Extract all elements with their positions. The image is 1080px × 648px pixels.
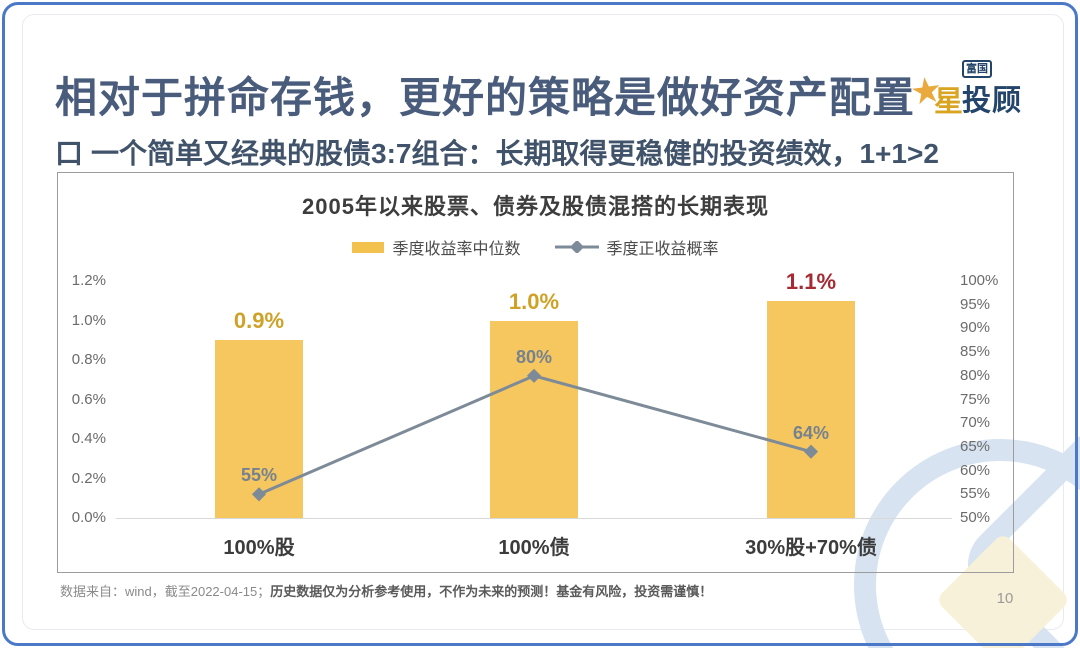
footer-source: 数据来自：wind，截至2022-04-15； [60, 584, 271, 599]
square-bullet-icon: 口 [55, 138, 84, 169]
company-logo: ★ 星 富国 投顾 [907, 60, 1024, 118]
logo-badge: 富国 [962, 60, 992, 78]
category-label-2: 30%股+70%债 [745, 537, 877, 559]
right-axis-tick: 70% [960, 414, 991, 432]
bar-value-label: 1.0% [508, 288, 560, 314]
legend-label: 季度正收益概率 [606, 241, 719, 258]
right-axis-tick: 95% [960, 295, 991, 313]
chart-title: 2005年以来股票、债券及股债混搭的长期表现 [302, 194, 769, 219]
right-axis-tick: 55% [960, 485, 991, 503]
line-point-label: 55% [240, 465, 278, 486]
legend-item-line-series: 季度正收益概率 [554, 235, 719, 259]
brand-watermark-logo [854, 417, 1080, 648]
category-label-0: 100%股 [223, 537, 295, 559]
left-axis-tick: 0.6% [71, 390, 106, 408]
right-axis-tick: 85% [960, 343, 991, 361]
right-axis-tick: 80% [960, 366, 991, 384]
left-axis-tick: 0.0% [71, 509, 106, 526]
left-axis-tick: 0.2% [71, 469, 106, 487]
chart-legend: 季度收益率中位数 季度正收益概率 [58, 235, 1013, 259]
category-label-1: 100%债 [498, 537, 570, 559]
line-series-marker-icon [554, 241, 599, 253]
line-point-label: 64% [792, 422, 830, 443]
left-axis-tick: 1.2% [71, 272, 106, 289]
bar-100%股 [215, 340, 303, 518]
combo-chart: 2005年以来股票、债券及股债混搭的长期表现 季度收益率中位数 季度正收益概率 … [57, 172, 1014, 573]
left-axis-tick: 0.4% [71, 430, 106, 447]
legend-item-bar-series: 季度收益率中位数 [352, 235, 521, 259]
footer-disclaimer: 数据来自：wind，截至2022-04-15；历史数据仅为分析参考使用，不作为未… [60, 581, 980, 600]
subtitle-text: 一个简单又经典的股债3:7组合：长期取得更稳健的投资绩效，1+1>2 [91, 138, 939, 169]
subtitle: 口一个简单又经典的股债3:7组合：长期取得更稳健的投资绩效，1+1>2 [55, 132, 939, 172]
right-axis-tick: 50% [960, 509, 991, 526]
logo-star-char: 星 [934, 86, 964, 118]
page-number: 10 [996, 590, 1014, 607]
x-axis-line [116, 518, 952, 519]
line-point-label: 80% [515, 346, 553, 367]
bar-30%股+70%债 [767, 300, 855, 518]
legend-label: 季度收益率中位数 [392, 241, 521, 258]
left-axis-tick: 0.8% [71, 351, 106, 368]
bar-value-label: 1.1% [785, 268, 837, 294]
content-card-border [22, 14, 1064, 630]
bar-series-swatch-icon [352, 241, 385, 253]
left-axis-tick: 1.0% [71, 311, 106, 329]
right-axis-tick: 65% [960, 437, 991, 455]
right-axis-tick: 60% [960, 461, 991, 479]
right-axis-tick: 100% [960, 272, 999, 289]
right-axis-tick: 90% [960, 319, 991, 337]
logo-brand-text: 投顾 [962, 85, 1023, 117]
right-axis-tick: 75% [960, 390, 991, 408]
page-title: 相对于拼命存钱，更好的策略是做好资产配置 [55, 74, 916, 121]
footer-warning: 历史数据仅为分析参考使用，不作为未来的预测！基金有风险，投资需谨慎！ [270, 584, 713, 599]
bar-value-label: 0.9% [233, 308, 285, 334]
